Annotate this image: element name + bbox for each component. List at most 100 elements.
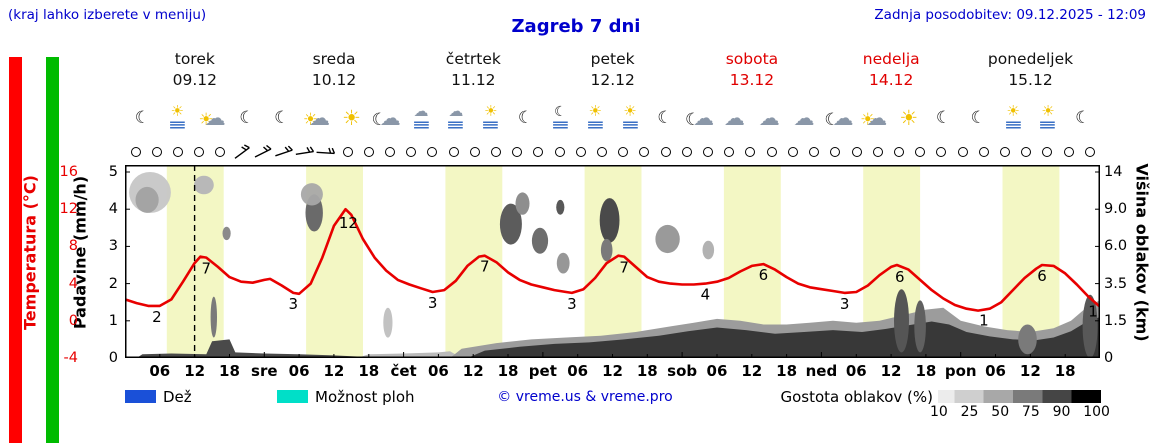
- weather-icon-moon-cloud: ☾☁: [822, 96, 857, 140]
- fog-icon: ≡: [411, 118, 431, 133]
- cloud-axis-tick: 9.0: [1104, 201, 1128, 218]
- x-axis-label: 18: [636, 362, 658, 380]
- sun-icon: ☀: [483, 102, 498, 120]
- x-axis-label: ned: [805, 362, 838, 380]
- calm-wind-icon: [401, 146, 422, 157]
- x-axis-label: 18: [915, 362, 937, 380]
- calm-wind-icon: [761, 146, 782, 157]
- cloud-axis-tick: 3.5: [1104, 275, 1128, 292]
- x-axis-label: 06: [985, 362, 1006, 380]
- calm-wind-icon: [613, 146, 634, 157]
- last-update-text: Zadnja posodobitev: 09.12.2025 - 12:09: [874, 7, 1146, 23]
- x-axis-label: čet: [390, 362, 417, 380]
- calm-wind-icon: [464, 146, 485, 157]
- x-axis-label: 12: [184, 362, 206, 380]
- fog-icon: ≡: [167, 118, 188, 133]
- x-axis-label: 06: [427, 362, 449, 380]
- weather-icon-sun-fog: ☀ ≡: [613, 96, 648, 140]
- x-axis-label: 18: [358, 362, 380, 380]
- weather-icon-cloud-fog: ☁ ≡: [404, 96, 439, 140]
- moon-icon: ☾: [970, 107, 986, 128]
- x-axis-labels: 06 12 18 sre 06 12 18 čet 06 12 18 pet 06 12 18 sob 06 12…: [125, 362, 1100, 382]
- x-axis-label: 18: [219, 362, 240, 380]
- calm-wind-circle: [427, 146, 438, 157]
- density-tick-label: 25: [960, 404, 979, 420]
- calm-wind-icon: [634, 146, 655, 157]
- calm-wind-circle: [787, 146, 798, 157]
- cloud-icon: ☁: [758, 105, 780, 130]
- calm-wind-circle: [151, 146, 162, 157]
- location-hint: (kraj lahko izberete v meniju): [8, 7, 207, 23]
- calm-wind-circle: [766, 146, 777, 157]
- calm-wind-icon: [697, 146, 718, 157]
- day-header-nedelja: nedelja 14.12: [821, 50, 961, 89]
- wind-barb-icon: [316, 145, 337, 159]
- density-tick-label: 100: [1083, 404, 1110, 420]
- weather-icon-sun-fog: ☀ ≡: [473, 96, 508, 140]
- calm-wind-circle: [809, 146, 820, 157]
- svg-text:3: 3: [567, 295, 577, 313]
- x-axis-label: 18: [776, 362, 798, 380]
- calm-wind-icon: [1037, 146, 1058, 157]
- day-header-torek: torek 09.12: [125, 50, 265, 89]
- day-date: 12.12: [590, 71, 635, 89]
- cloud-icon: ☁: [832, 105, 854, 130]
- day-name: sobota: [725, 50, 779, 68]
- precip-axis-tick: 1: [108, 312, 118, 329]
- temperature-axis-colorbar: [9, 57, 22, 443]
- weather-icon-cloud: ☁: [787, 96, 822, 140]
- calm-wind-circle: [385, 146, 396, 157]
- page-title: Zagreb 7 dni: [511, 16, 641, 37]
- weather-icon-sun: ☀: [334, 96, 369, 140]
- calm-wind-icon: [910, 146, 931, 157]
- calm-wind-icon: [528, 146, 549, 157]
- cloud-icon: ☁: [448, 102, 464, 120]
- calm-wind-circle: [978, 146, 989, 157]
- calm-wind-icon: [443, 146, 464, 157]
- calm-wind-circle: [1042, 146, 1053, 157]
- temperature-labels: 2 7 3 12 3 7 3 7 4 6 3 6 1 6 1: [152, 214, 1098, 330]
- calm-wind-icon: [994, 146, 1015, 157]
- calm-wind-icon: [655, 146, 676, 157]
- x-axis-label: 06: [706, 362, 728, 380]
- calm-wind-circle: [215, 146, 226, 157]
- moon-icon: ☾: [935, 107, 952, 128]
- sun-icon: ☀: [198, 109, 214, 130]
- calm-wind-icon: [952, 146, 973, 157]
- weather-icon-sun-fog: ☀ ≡: [1031, 96, 1066, 140]
- calm-wind-icon: [973, 146, 994, 157]
- cloud-axis-tick: 0: [1104, 350, 1114, 366]
- x-axis-label: 12: [602, 362, 623, 380]
- fog-icon: ≡: [480, 118, 501, 133]
- calm-wind-circle: [703, 146, 714, 157]
- moon-icon: ☾: [134, 107, 151, 128]
- calm-wind-icon: [719, 146, 740, 157]
- day-date: 11.12: [451, 71, 496, 89]
- moon-icon: ☾: [239, 107, 255, 128]
- showers-legend-label: Možnost ploh: [315, 388, 415, 406]
- density-tick-label: 90: [1052, 404, 1071, 420]
- rain-legend-label: Dež: [163, 388, 192, 406]
- cloud-icon: ☁: [693, 105, 715, 130]
- calm-wind-circle: [554, 146, 565, 157]
- day-name: petek: [590, 50, 635, 68]
- weather-icon-sun-cloud: ☀☁: [299, 96, 334, 140]
- day-band: [584, 165, 642, 358]
- weather-icon-moon-fog: ☾ ≡: [543, 96, 578, 140]
- calm-wind-icon: [337, 146, 358, 157]
- cloud-axis-tick: 1.5: [1104, 312, 1128, 329]
- copyright-link[interactable]: © vreme.us & vreme.pro: [497, 389, 673, 405]
- svg-text:7: 7: [480, 258, 490, 276]
- cloud-icon: ☁: [379, 105, 401, 130]
- svg-text:1: 1: [1088, 303, 1098, 321]
- wind-barb-icon: [252, 144, 273, 159]
- calm-wind-circle: [1063, 146, 1074, 157]
- day-header-petek: petek 12.12: [543, 50, 683, 89]
- sun-icon: ☀: [899, 105, 919, 130]
- plot-border: [125, 165, 1100, 358]
- svg-text:6: 6: [759, 266, 769, 284]
- cloud-icon: ☁: [413, 102, 429, 120]
- weather-icon-cloud: ☁: [752, 96, 787, 140]
- calm-wind-icon: [167, 146, 188, 157]
- density-tick-label: 75: [1021, 404, 1040, 420]
